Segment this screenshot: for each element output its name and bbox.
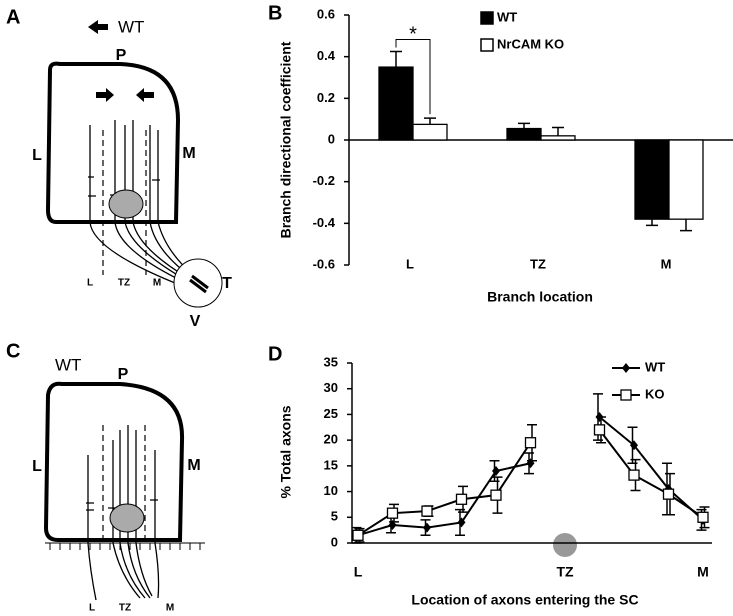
legend-swatch — [480, 11, 494, 25]
marker — [662, 488, 675, 500]
tectum-outline — [43, 381, 185, 542]
marker — [524, 437, 537, 449]
marker — [352, 529, 364, 541]
y-tick-label: 30 — [324, 380, 338, 395]
bar — [506, 127, 542, 141]
label: L — [32, 147, 42, 164]
x-axis-label: Location of axons entering the SC — [411, 592, 638, 608]
y-tick-label: 15 — [324, 457, 338, 472]
target-zone — [109, 503, 145, 533]
legend-label: KO — [645, 386, 665, 401]
marker — [421, 505, 433, 517]
label: M — [166, 603, 174, 614]
marker — [526, 458, 535, 469]
y-tick-label: 20 — [324, 432, 338, 447]
y-tick-label: 35 — [324, 354, 338, 369]
annotation: * — [409, 24, 417, 46]
arrow — [96, 88, 114, 102]
panel-label: D — [268, 343, 282, 365]
legend-label: WT — [645, 359, 665, 374]
y-tick-label: 0.2 — [317, 90, 335, 105]
diagram-title: WT — [118, 17, 144, 36]
arrow — [88, 20, 108, 34]
x-tick-label: TZ — [556, 564, 574, 580]
series-line — [357, 416, 704, 537]
y-tick-label: 10 — [324, 483, 338, 498]
marker — [490, 489, 502, 501]
y-tick-label: 5 — [331, 509, 338, 524]
marker — [423, 522, 431, 533]
tectum-outline — [45, 61, 181, 224]
marker — [386, 507, 399, 519]
label: M — [153, 278, 161, 289]
x-tick-label: M — [697, 564, 709, 580]
y-tick-label: -0.2 — [313, 173, 335, 188]
target-zone-marker — [553, 533, 577, 557]
label: V — [190, 313, 201, 330]
marker — [620, 389, 632, 401]
ruler — [45, 542, 205, 550]
legend-label: WT — [497, 9, 517, 24]
legend-label: NrCAM KO — [497, 36, 564, 51]
y-tick-label: 0.4 — [317, 48, 336, 63]
bar — [412, 123, 448, 141]
y-axis-label: % Total axons — [278, 405, 294, 498]
y-tick-label: 0 — [331, 534, 338, 549]
eye — [173, 258, 223, 308]
y-tick-label: 25 — [324, 406, 338, 421]
label: L — [87, 278, 93, 289]
bar — [540, 135, 576, 141]
panel-label: C — [6, 340, 20, 362]
error-bar — [424, 117, 436, 125]
x-tick-label: L — [406, 256, 414, 271]
y-tick-label: -0.6 — [313, 256, 335, 271]
panel-label: A — [6, 6, 20, 28]
marker — [455, 493, 468, 505]
error-bar — [680, 219, 692, 232]
label: P — [116, 47, 127, 64]
marker — [628, 469, 640, 481]
error-bar — [390, 50, 402, 68]
significance-bracket — [395, 38, 431, 115]
label: L — [32, 458, 42, 475]
diagram-title: WT — [55, 355, 81, 374]
error-bar — [518, 122, 530, 129]
x-axis-label: Branch location — [487, 289, 593, 305]
y-tick-label: -0.4 — [313, 215, 336, 230]
label: TZ — [119, 603, 131, 614]
label: P — [118, 366, 129, 383]
series-line — [357, 429, 704, 537]
marker — [697, 511, 709, 523]
error-bar — [646, 219, 658, 227]
marker — [457, 517, 466, 528]
x-tick-label: M — [661, 256, 672, 271]
label: TZ — [118, 278, 130, 289]
legend-swatch — [480, 38, 494, 52]
dashed-line — [102, 130, 147, 275]
label: M — [182, 145, 195, 162]
marker — [630, 440, 638, 451]
y-tick-label: 0.6 — [317, 6, 335, 21]
label: L — [89, 603, 95, 614]
bar — [668, 139, 704, 220]
x-tick-label: L — [354, 564, 363, 580]
axons — [88, 120, 193, 286]
label: T — [222, 275, 232, 292]
marker — [593, 424, 606, 436]
bar — [634, 139, 670, 220]
label: M — [187, 457, 200, 474]
marker — [622, 363, 630, 373]
y-tick-label: 0 — [328, 131, 335, 146]
panel-label: B — [268, 2, 282, 24]
target-zone — [108, 189, 144, 219]
arrow — [136, 88, 154, 102]
y-axis-label: Branch directional coefficient — [278, 41, 294, 238]
bar — [378, 66, 414, 141]
injection — [189, 274, 209, 294]
x-tick-label: TZ — [530, 256, 546, 271]
error-bar — [552, 126, 564, 136]
marker — [492, 466, 500, 476]
